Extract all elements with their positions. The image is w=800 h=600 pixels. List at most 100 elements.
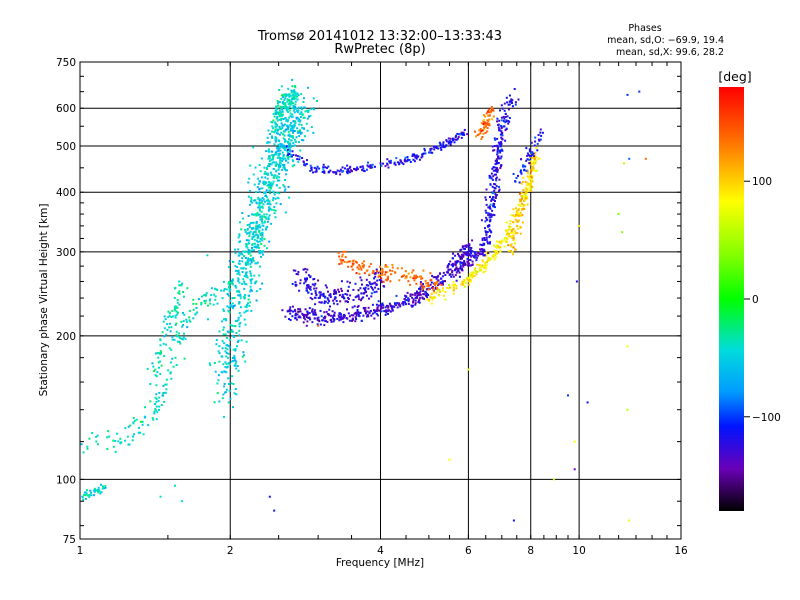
data-point	[295, 136, 298, 139]
data-point	[374, 281, 377, 284]
data-point	[186, 287, 189, 290]
data-point	[114, 450, 117, 453]
data-point	[263, 213, 266, 216]
data-point	[248, 304, 251, 307]
data-point	[386, 266, 389, 269]
data-point	[166, 323, 169, 326]
data-point	[281, 101, 284, 103]
data-point	[271, 158, 274, 161]
data-point	[243, 275, 246, 277]
data-point	[250, 289, 253, 292]
data-point	[439, 291, 442, 293]
data-point	[272, 156, 275, 159]
data-point	[484, 121, 487, 124]
data-point	[413, 274, 416, 277]
data-point	[379, 162, 382, 165]
data-point	[493, 149, 496, 152]
data-point	[293, 107, 296, 110]
data-point	[244, 231, 247, 233]
data-point	[234, 252, 237, 255]
data-point	[353, 168, 356, 171]
x-tick-label: 6	[465, 545, 472, 557]
data-point	[461, 283, 464, 285]
data-point	[373, 317, 376, 320]
data-point	[494, 251, 497, 254]
data-point	[346, 308, 348, 311]
data-point	[151, 362, 154, 365]
data-point	[445, 139, 448, 142]
data-point	[442, 271, 445, 274]
data-point	[269, 207, 272, 210]
data-point	[275, 106, 278, 109]
data-point	[506, 229, 509, 232]
data-point	[178, 303, 181, 306]
data-point	[236, 266, 239, 268]
data-point	[216, 392, 219, 395]
data-point	[112, 439, 115, 442]
data-point	[525, 192, 528, 195]
data-point	[416, 294, 419, 297]
data-point	[488, 111, 491, 114]
data-point	[233, 356, 236, 358]
data-point	[248, 235, 251, 238]
data-point	[286, 98, 289, 101]
data-point	[274, 123, 277, 126]
data-point	[277, 104, 280, 107]
data-point	[405, 275, 408, 278]
data-point	[526, 203, 529, 206]
data-point	[498, 178, 501, 181]
data-point	[491, 167, 494, 170]
data-point	[159, 350, 162, 353]
data-point	[534, 154, 537, 157]
data-point	[170, 326, 173, 329]
data-point	[530, 176, 533, 178]
data-point	[313, 317, 316, 320]
data-point	[234, 388, 237, 390]
data-point	[337, 314, 340, 317]
data-point	[516, 220, 519, 223]
data-point	[362, 169, 365, 172]
data-point	[279, 114, 282, 117]
data-point	[421, 284, 424, 287]
data-point	[223, 415, 225, 418]
data-point	[264, 176, 267, 179]
data-point	[270, 121, 273, 123]
data-point	[399, 305, 402, 308]
data-point	[347, 301, 349, 303]
data-point	[295, 107, 298, 110]
data-point	[272, 190, 275, 193]
data-point	[343, 260, 346, 263]
data-point	[250, 196, 253, 199]
data-point	[291, 315, 294, 318]
data-point	[287, 126, 290, 128]
data-point	[487, 212, 490, 215]
data-point	[369, 282, 371, 285]
data-point	[221, 397, 224, 400]
data-point	[467, 260, 470, 263]
data-point	[294, 97, 297, 100]
data-point	[329, 296, 332, 298]
colorbar-tick-label: 0	[752, 294, 759, 306]
data-point	[296, 155, 299, 158]
data-point	[240, 228, 243, 231]
data-point	[182, 324, 185, 326]
data-point	[492, 115, 495, 118]
y-tick-label: 600	[56, 103, 76, 115]
data-point	[107, 430, 110, 433]
data-point	[263, 215, 266, 218]
colorbar-label: [deg]	[718, 69, 751, 84]
data-point	[414, 156, 417, 159]
data-point	[358, 264, 361, 267]
data-point	[176, 301, 179, 304]
data-point	[479, 267, 482, 270]
data-point	[203, 300, 206, 302]
data-point	[302, 101, 305, 103]
data-point	[404, 270, 407, 273]
data-point	[247, 181, 250, 184]
data-point	[305, 316, 308, 318]
data-point	[310, 168, 313, 171]
data-point	[310, 292, 313, 295]
data-point	[357, 295, 360, 298]
data-point	[307, 109, 310, 112]
